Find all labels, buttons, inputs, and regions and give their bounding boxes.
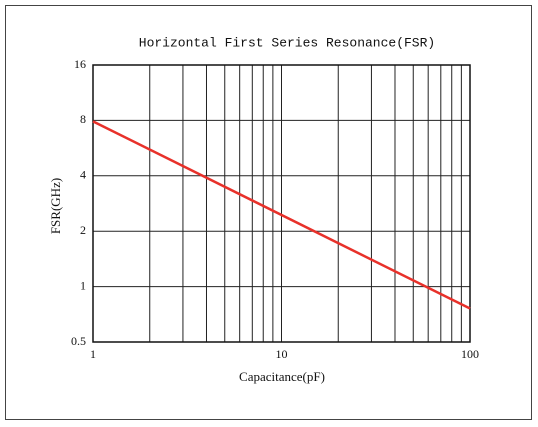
y-tick-label: 8	[80, 112, 86, 126]
y-tick-label: 16	[74, 57, 86, 71]
x-tick-label: 10	[276, 347, 288, 361]
x-tick-label: 100	[461, 347, 479, 361]
plot-border	[92, 64, 471, 343]
x-tick-label: 1	[90, 347, 96, 361]
x-axis-label: Capacitance(pF)	[239, 369, 325, 384]
y-tick-label: 2	[80, 223, 86, 237]
y-tick-label: 1	[80, 278, 86, 292]
y-axis-label: FSR(GHz)	[48, 178, 63, 234]
frame	[5, 5, 532, 420]
series-line	[92, 120, 471, 310]
chart-title: Horizontal First Series Resonance(FSR)	[139, 35, 435, 50]
y-tick-label: 0.5	[71, 334, 86, 348]
y-tick-label: 4	[80, 168, 86, 182]
